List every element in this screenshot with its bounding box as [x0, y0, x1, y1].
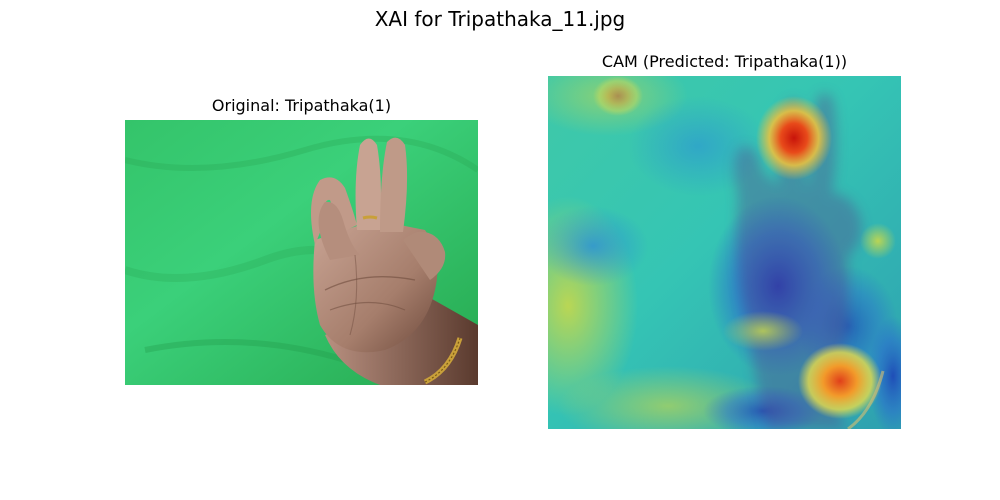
figure-title: XAI for Tripathaka_11.jpg	[374, 7, 626, 31]
cam-image-title: CAM (Predicted: Tripathaka(1))	[601, 52, 848, 71]
original-image-title: Original: Tripathaka(1)	[211, 96, 392, 115]
original-image	[125, 120, 478, 385]
cam-heatmap-image	[548, 76, 901, 429]
